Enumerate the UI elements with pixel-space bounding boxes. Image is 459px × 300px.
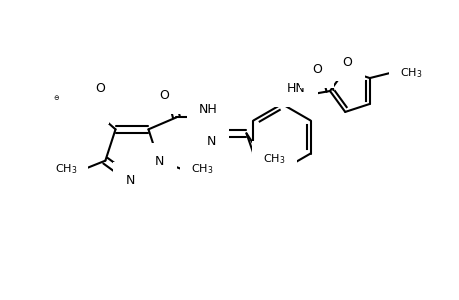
- Text: CH$_3$: CH$_3$: [55, 162, 77, 176]
- Text: O: O: [341, 56, 352, 69]
- Text: N: N: [87, 99, 96, 112]
- Text: CH$_3$: CH$_3$: [190, 162, 213, 176]
- Text: N: N: [125, 175, 134, 188]
- Text: CH$_3$: CH$_3$: [263, 152, 285, 166]
- Text: $^{\ominus}$: $^{\ominus}$: [53, 95, 60, 105]
- Text: $^{\oplus}$: $^{\oplus}$: [98, 92, 106, 102]
- Text: HN: HN: [286, 82, 305, 94]
- Text: N: N: [155, 155, 164, 168]
- Text: CH$_3$: CH$_3$: [399, 66, 421, 80]
- Text: O: O: [58, 102, 68, 115]
- Text: O: O: [95, 82, 105, 95]
- Text: NH: NH: [199, 103, 218, 116]
- Text: O: O: [159, 89, 169, 102]
- Text: N: N: [207, 135, 216, 148]
- Text: O: O: [311, 62, 321, 76]
